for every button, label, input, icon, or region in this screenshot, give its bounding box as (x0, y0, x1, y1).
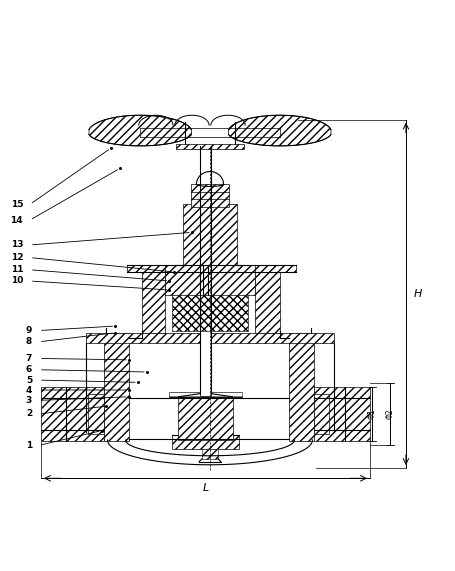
Text: 1: 1 (26, 441, 32, 450)
Text: 13: 13 (10, 240, 23, 250)
Text: 14: 14 (10, 216, 23, 224)
Bar (200, 146, 210, 396)
Text: Φ2: Φ2 (385, 409, 394, 419)
Bar (191, 184, 228, 207)
Text: 10: 10 (10, 276, 23, 286)
Text: 4: 4 (25, 385, 32, 395)
Text: 9: 9 (25, 326, 32, 335)
Bar (313, 387, 369, 441)
Bar (172, 436, 239, 449)
Bar (88, 393, 104, 434)
Bar (178, 396, 232, 440)
Text: 8: 8 (26, 337, 32, 346)
Bar (169, 392, 241, 398)
Bar (126, 266, 295, 272)
Bar (313, 393, 329, 434)
Bar (288, 333, 313, 441)
Text: 5: 5 (26, 376, 32, 385)
Text: H: H (413, 289, 421, 299)
Bar (182, 204, 237, 266)
Text: 7: 7 (25, 354, 32, 363)
Bar (176, 144, 243, 149)
Bar (142, 266, 165, 333)
Text: 6: 6 (26, 365, 32, 374)
Bar (254, 266, 279, 333)
Text: L: L (202, 483, 208, 493)
Bar (202, 449, 217, 459)
Bar (104, 333, 129, 441)
Text: Φ1: Φ1 (367, 409, 376, 419)
Bar (86, 333, 333, 343)
Text: 12: 12 (10, 253, 23, 262)
Text: 2: 2 (26, 409, 32, 419)
Polygon shape (228, 115, 330, 146)
Text: 3: 3 (26, 396, 32, 405)
Bar (165, 266, 254, 295)
Text: 15: 15 (10, 200, 23, 209)
Bar (41, 387, 104, 441)
Bar (172, 292, 248, 331)
Polygon shape (89, 115, 191, 146)
Text: 11: 11 (10, 266, 23, 274)
